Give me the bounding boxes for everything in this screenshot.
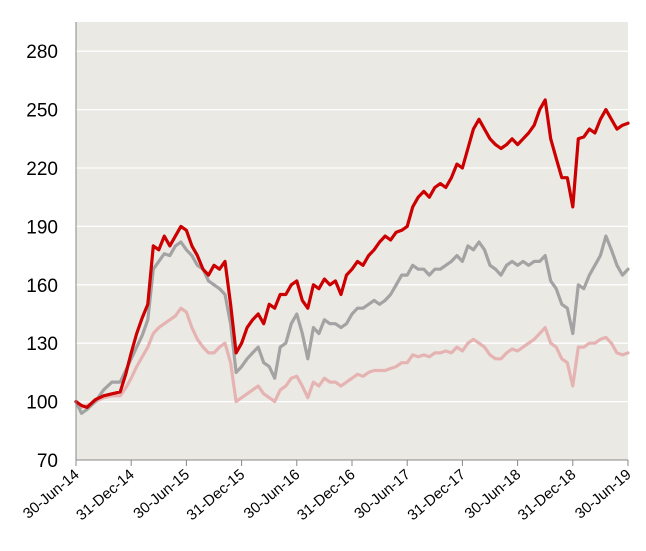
x-tick-label: 31-Dec-17 [404,466,469,524]
x-tick-label: 30-Jun-19 [572,466,635,522]
y-tick-label: 280 [26,42,58,63]
y-tick-label: 190 [26,217,58,238]
y-tick-label: 160 [26,276,58,297]
x-tick-label: 31-Dec-16 [294,466,359,524]
x-tick-label: 30-Jun-16 [241,466,304,522]
series-1-line [74,98,630,409]
x-tick-label: 31-Dec-18 [515,466,580,524]
y-tick-label: 250 [26,101,58,122]
plot-area [76,22,628,460]
series-2-line [74,234,630,415]
axes [75,22,629,466]
x-tick-label: 30-Jun-18 [461,466,524,522]
x-axis-ticks: 30-Jun-1431-Dec-1430-Jun-1531-Dec-1530-J… [20,466,635,524]
x-tick-label: 30-Jun-17 [351,466,414,522]
y-tick-label: 220 [26,159,58,180]
series-layer [74,98,630,415]
gridlines [76,50,628,403]
y-axis-ticks: 70 100 130 160 190 220 250 280 [26,42,58,472]
y-tick-label: 100 [26,393,58,414]
x-tick-label: 31-Dec-14 [73,466,138,524]
series-3-line [74,306,630,409]
y-tick-label: 70 [37,451,58,472]
x-tick-label: 30-Jun-14 [20,466,83,522]
y-tick-label: 130 [26,334,58,355]
x-tick-label: 31-Dec-15 [184,466,249,524]
x-tick-label: 30-Jun-15 [130,466,193,522]
